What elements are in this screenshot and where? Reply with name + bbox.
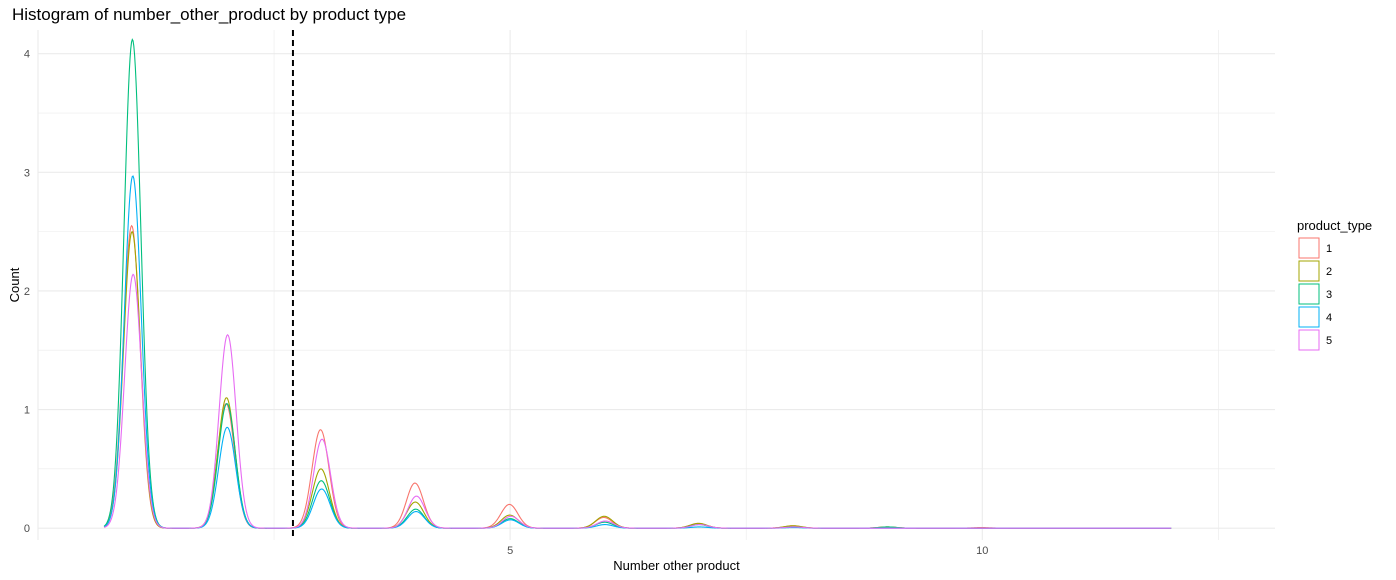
- legend-label-2: 2: [1326, 266, 1332, 278]
- legend-label-5: 5: [1326, 335, 1332, 347]
- x-tick-label: 10: [976, 545, 988, 557]
- series-line-5: [103, 273, 1172, 529]
- series-line-1: [103, 224, 1172, 529]
- y-tick-label: 1: [24, 405, 30, 417]
- legend-key-2: [1298, 260, 1320, 282]
- legend-label-4: 4: [1326, 312, 1332, 324]
- legend-key-4: [1298, 306, 1320, 328]
- y-tick-label: 3: [24, 167, 30, 179]
- legend-label-3: 3: [1326, 289, 1332, 301]
- x-axis-title: Number other product: [613, 558, 740, 573]
- series-line-4: [103, 175, 1172, 529]
- axis-ticks: 5 10 0 1 2 3 4: [24, 49, 989, 557]
- legend-key-5: [1298, 329, 1320, 351]
- y-tick-label: 4: [24, 49, 30, 61]
- legend: product_type 1 2 3 4 5: [1297, 218, 1372, 351]
- chart-title: Histogram of number_other_product by pro…: [12, 5, 407, 24]
- y-tick-label: 0: [24, 523, 30, 535]
- legend-label-1: 1: [1326, 243, 1332, 255]
- series-line-2: [103, 230, 1172, 529]
- y-axis-title: Count: [7, 267, 22, 302]
- legend-title: product_type: [1297, 218, 1372, 233]
- legend-key-1: [1298, 237, 1320, 259]
- grid-lines: [37, 30, 1275, 540]
- legend-key-3: [1298, 283, 1320, 305]
- y-tick-label: 2: [24, 286, 30, 298]
- series-layer: [103, 38, 1172, 529]
- x-tick-label: 5: [507, 545, 513, 557]
